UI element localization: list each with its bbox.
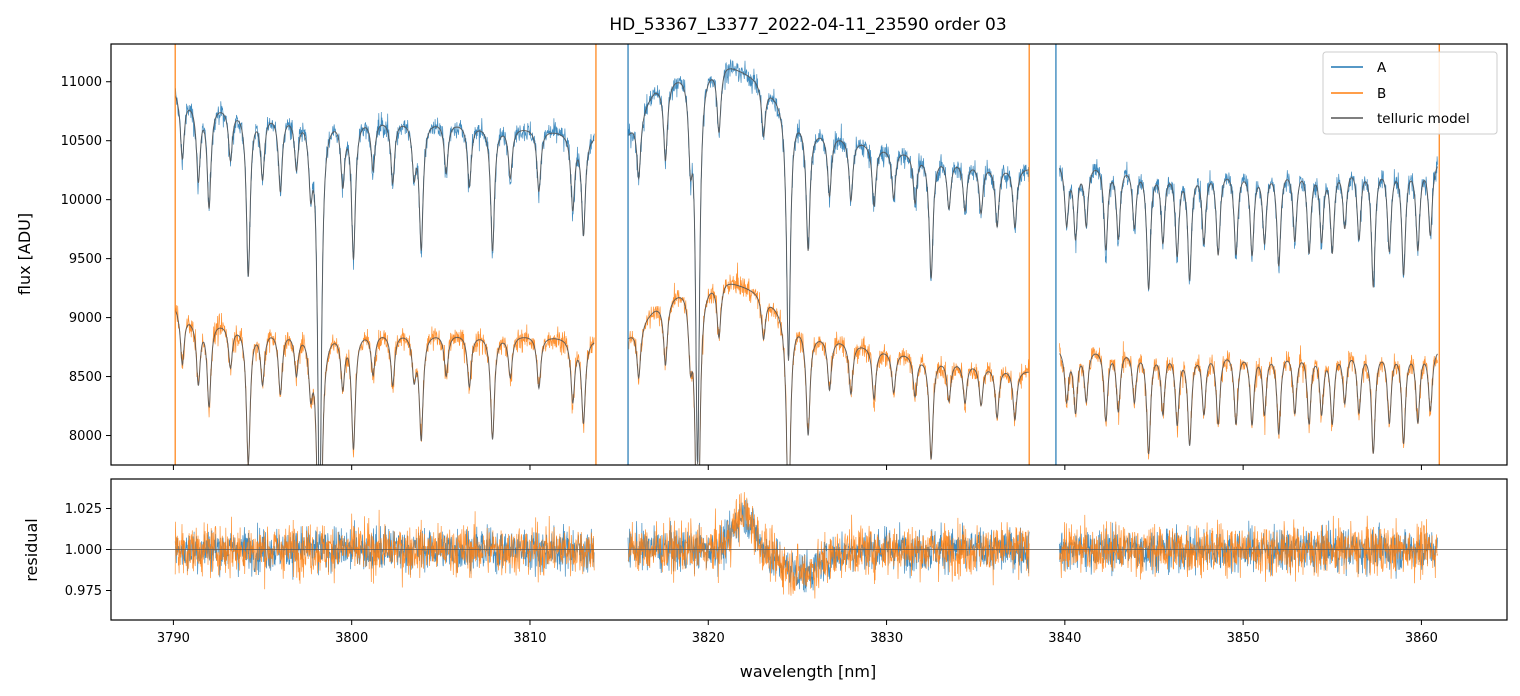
x-tick-label: 3850 — [1227, 631, 1260, 646]
flux-x-ticks — [172, 465, 1422, 470]
flux-axes-frame — [110, 43, 1508, 466]
x-tick-label: 3820 — [692, 631, 725, 646]
x-tick-label: 3810 — [513, 631, 546, 646]
flux-panel: 8000 8500 9000 9500 10000 10500 11000 flux [AD… — [15, 43, 1508, 470]
residual-y-ticks: 0.975 1.000 1.025 — [65, 502, 111, 599]
residual-plot-area — [111, 492, 1507, 599]
residual-y-tick-label: 1.025 — [65, 502, 102, 517]
x-tick-label: 3830 — [870, 631, 903, 646]
x-tick-label: 3790 — [157, 631, 190, 646]
x-tick-label: 3860 — [1405, 631, 1438, 646]
residual-y-tick-label: 1.000 — [65, 543, 102, 558]
residual-panel: 0.975 1.000 1.025 3790 3800 3810 3820 3830 3840… — [22, 478, 1508, 681]
flux-plot-area — [174, 44, 1440, 465]
residual-y-tick-label: 0.975 — [65, 584, 102, 599]
legend: A B telluric model — [1322, 51, 1498, 135]
x-tick-label: 3800 — [335, 631, 368, 646]
flux-y-tick-label: 8000 — [69, 429, 102, 444]
flux-y-tick-label: 9500 — [69, 252, 102, 267]
chart-title: HD_53367_L3377_2022-04-11_23590 order 03 — [609, 15, 1006, 35]
x-axis-label: wavelength [nm] — [740, 662, 877, 681]
legend-frame — [1322, 51, 1498, 135]
flux-y-tick-label: 9000 — [69, 311, 102, 326]
telluric-model-line-a — [174, 68, 1438, 465]
flux-y-axis-label: flux [ADU] — [15, 213, 34, 295]
flux-y-tick-label: 10000 — [61, 193, 102, 208]
legend-label-a: A — [1377, 60, 1387, 76]
x-tick-label: 3840 — [1048, 631, 1081, 646]
residual-y-axis-label: residual — [22, 518, 41, 581]
residual-x-ticks: 3790 3800 3810 3820 3830 3840 3850 3860 — [157, 620, 1438, 646]
flux-y-tick-label: 10500 — [61, 134, 102, 149]
legend-label-telluric: telluric model — [1377, 111, 1470, 127]
legend-label-b: B — [1377, 86, 1386, 102]
telluric-model-line-b — [174, 283, 1438, 465]
residual-b-line — [174, 492, 1438, 599]
flux-y-tick-label: 8500 — [69, 370, 102, 385]
flux-y-ticks: 8000 8500 9000 9500 10000 10500 11000 — [61, 75, 111, 444]
flux-y-tick-label: 11000 — [61, 75, 102, 90]
